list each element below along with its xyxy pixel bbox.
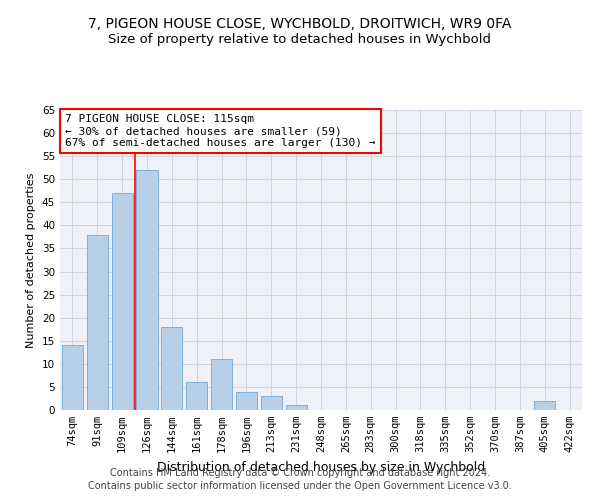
Text: Contains public sector information licensed under the Open Government Licence v3: Contains public sector information licen… (88, 481, 512, 491)
Bar (161, 327, 182, 410)
Bar (87, 234, 108, 410)
Bar (534, 401, 555, 410)
Text: Size of property relative to detached houses in Wychbold: Size of property relative to detached ho… (109, 32, 491, 46)
Y-axis label: Number of detached properties: Number of detached properties (26, 172, 37, 348)
Bar (62, 346, 83, 410)
Text: 7 PIGEON HOUSE CLOSE: 115sqm
← 30% of detached houses are smaller (59)
67% of se: 7 PIGEON HOUSE CLOSE: 115sqm ← 30% of de… (65, 114, 376, 148)
Bar (286, 406, 307, 410)
Bar (211, 359, 232, 410)
Bar (112, 193, 133, 410)
Text: Contains HM Land Registry data © Crown copyright and database right 2024.: Contains HM Land Registry data © Crown c… (110, 468, 490, 477)
Bar (261, 396, 282, 410)
Text: 7, PIGEON HOUSE CLOSE, WYCHBOLD, DROITWICH, WR9 0FA: 7, PIGEON HOUSE CLOSE, WYCHBOLD, DROITWI… (88, 18, 512, 32)
Bar (186, 382, 207, 410)
Bar (236, 392, 257, 410)
Bar (136, 170, 158, 410)
X-axis label: Distribution of detached houses by size in Wychbold: Distribution of detached houses by size … (157, 460, 485, 473)
